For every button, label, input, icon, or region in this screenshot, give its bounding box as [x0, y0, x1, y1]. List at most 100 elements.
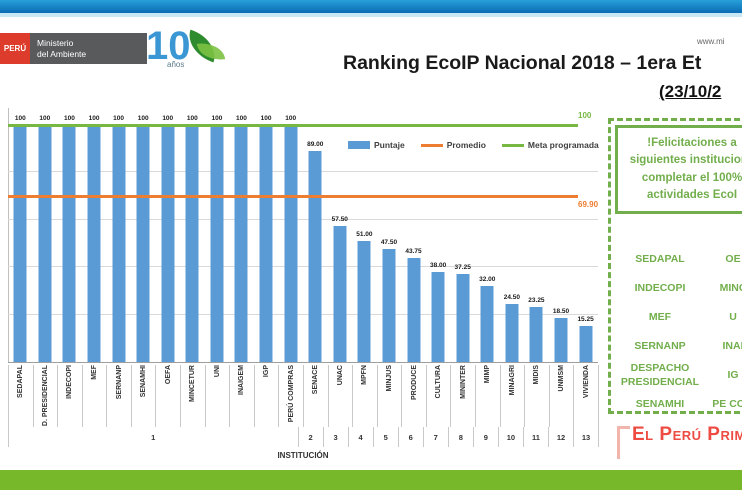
- rank-label: 4: [358, 432, 363, 442]
- category-label: SENAMHI: [140, 365, 148, 398]
- bar: [529, 306, 543, 362]
- rank-label: 2: [308, 432, 313, 442]
- bar: [382, 249, 396, 362]
- category-label: UNAC: [336, 365, 344, 386]
- bar-cell: 100: [180, 115, 205, 362]
- institution-name: PE COM: [712, 397, 742, 410]
- category-label: OEFA: [164, 365, 172, 385]
- category-cell: INDECOPI: [58, 365, 83, 427]
- page-title: Ranking EcoIP Nacional 2018 – 1era Et: [343, 52, 702, 74]
- gridline: [8, 218, 598, 220]
- rank-label: 7: [433, 432, 438, 442]
- congratulations-line: actividades EcoI: [646, 188, 738, 201]
- bar-value-label: 18.50: [552, 308, 570, 316]
- date-subtitle: (23/10/2: [659, 82, 722, 101]
- institution-name: SEDAPAL: [635, 252, 685, 265]
- bar: [579, 325, 593, 362]
- el-peru-primero-logo: El Perú Prim: [617, 424, 742, 459]
- category-label: UNMSM: [558, 365, 565, 392]
- bar-value-label: 37.25: [454, 263, 471, 271]
- rank-label: 6: [408, 432, 413, 442]
- rank-label: 5: [383, 432, 388, 442]
- category-cell: SENAMHI: [132, 365, 157, 427]
- bar-value-label: 100: [113, 115, 125, 122]
- rank-cell: 4: [349, 427, 374, 447]
- bar-cell: 100: [278, 115, 303, 362]
- bar: [185, 125, 199, 362]
- promedio-label: 69.90: [578, 200, 599, 210]
- bar-cell: 100: [8, 115, 33, 362]
- bar: [210, 125, 224, 362]
- promedio-line: [8, 195, 578, 199]
- category-label: MPFN: [361, 365, 369, 385]
- category-label: MINCETUR: [189, 365, 197, 402]
- institution-name: INDECOPI: [634, 281, 686, 294]
- category-cell: PERÚ COMPRAS: [279, 365, 304, 427]
- rank-cell: 6: [399, 427, 424, 447]
- category-cell: VIVIENDA: [574, 365, 599, 427]
- category-cell: INAIGEM: [230, 365, 255, 427]
- category-cell: MPFN: [353, 365, 378, 427]
- congratulations-line: siguientes institucione: [629, 154, 742, 167]
- legend-item: Promedio: [420, 140, 486, 150]
- bar: [407, 258, 421, 362]
- gridline: [8, 313, 598, 315]
- institution-row: SERNANP INAI: [611, 332, 742, 361]
- bar-cell: 100: [131, 115, 156, 362]
- bar-cell: 89.00: [303, 125, 328, 362]
- bar-cell: 51.00: [352, 125, 377, 362]
- bar-value-label: 100: [186, 115, 198, 122]
- institution-name: OE: [725, 252, 741, 265]
- bar-value-label: 100: [137, 115, 149, 122]
- bar-cell: 37.25: [450, 125, 475, 362]
- meta-programada-line: [8, 124, 578, 127]
- gridline: [8, 171, 598, 173]
- category-cell: IGP: [255, 365, 280, 427]
- bar-cell: 100: [254, 115, 279, 362]
- category-cell: MIDIS: [525, 365, 550, 427]
- bar-value-label: 100: [88, 115, 100, 122]
- 10-anios-logo: 10 años: [146, 24, 236, 80]
- bar: [284, 125, 298, 362]
- category-label: PERÚ COMPRAS: [287, 365, 295, 423]
- bar: [62, 125, 76, 362]
- category-cell: MINCETUR: [181, 365, 206, 427]
- bar-value-label: 47.50: [380, 239, 398, 247]
- gridline: [8, 266, 598, 268]
- rank-label: 8: [458, 432, 463, 442]
- bar-value-label: 100: [39, 115, 51, 122]
- category-label: D. PRESIDENCIAL: [41, 365, 49, 427]
- category-label: INDECOPI: [66, 365, 74, 399]
- category-label: INAIGEM: [238, 365, 246, 395]
- rank-cell: 1: [9, 427, 299, 447]
- bar-cell: 100: [229, 115, 254, 362]
- category-cell: D. PRESIDENCIAL: [34, 365, 59, 427]
- institution-name: SENAMHI: [635, 397, 685, 410]
- rank-cell: 13: [574, 427, 600, 447]
- ministry-line2: del Ambiente: [37, 48, 87, 59]
- bar: [87, 125, 101, 362]
- category-label: MIMP: [484, 365, 492, 384]
- institution-row: SENAMHI PE COM: [611, 390, 742, 419]
- category-label: MEF: [91, 365, 99, 380]
- bar-cell: 100: [106, 115, 131, 362]
- rank-cell: 9: [474, 427, 499, 447]
- rank-cell: 11: [524, 427, 549, 447]
- bar-cell: 18.50: [549, 125, 574, 362]
- institution-name: INAI: [722, 339, 742, 352]
- bar-cell: 100: [33, 115, 58, 362]
- category-cell: UNAC: [329, 365, 354, 427]
- bar-value-label: 23.25: [528, 296, 545, 304]
- 10-anios-text: años: [167, 60, 185, 69]
- category-cell: UNI: [206, 365, 231, 427]
- bar-cell: 100: [57, 115, 82, 362]
- legend-label: Puntaje: [374, 140, 405, 150]
- bar-value-label: 100: [236, 115, 247, 122]
- bar-value-label: 100: [211, 115, 223, 122]
- bottom-green-band: [0, 470, 742, 490]
- category-cell: MEF: [83, 365, 108, 427]
- website-url: www.mi: [697, 37, 725, 46]
- bar-value-label: 100: [260, 115, 272, 122]
- category-cell: SEDAPAL: [9, 365, 34, 427]
- top-blue-band: [0, 0, 742, 13]
